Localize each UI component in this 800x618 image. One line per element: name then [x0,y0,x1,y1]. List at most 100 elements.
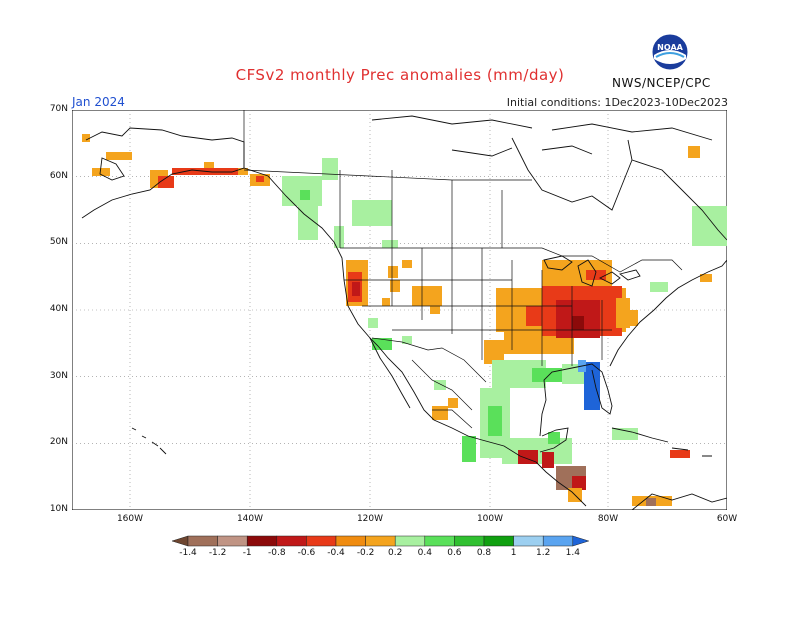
us-canada-border [340,247,683,273]
political-boundaries [243,110,683,429]
colorbar-tick-label: 1 [510,548,517,558]
alaska-coast [81,127,245,219]
lat-label-70n: 70N [49,104,68,114]
anomaly-patch [238,168,248,175]
anomaly-patch [158,176,174,188]
lon-label-120w: 120W [356,514,384,524]
anomaly-patch [448,398,458,408]
anomaly-patch [334,226,344,248]
anomaly-patch [572,316,584,330]
anomaly-patch [382,298,390,306]
colorbar-swatch [217,535,248,547]
anomaly-patch [92,168,110,176]
colorbar-swatch [483,535,514,547]
northwest-wet-patches [282,158,398,248]
anomaly-patch [548,432,560,444]
anomaly-patch [616,298,630,328]
northeast-canada-wet-patches [688,146,727,282]
anomaly-patch [526,306,546,326]
anomaly-patch [402,260,412,268]
lat-label-10n: 10N [49,504,68,514]
forecast-month: Jan 2024 [72,95,125,109]
lat-label-30n: 30N [49,371,68,381]
lon-label-60w: 60W [716,514,738,524]
colorbar-tick-label: 1.2 [536,548,551,558]
colorbar-swatch [513,535,544,547]
anomaly-patch [488,406,502,436]
anomaly-patch [572,476,586,490]
colorbar-tick-label: 0.6 [447,548,462,558]
anomaly-patch [352,200,392,226]
hudson-bay [511,137,633,211]
anomaly-patch [542,452,554,468]
south-america-coast [631,493,727,510]
anomaly-patch [670,450,690,458]
lon-label-160w: 160W [116,514,144,524]
anomaly-patch [352,282,360,296]
anomaly-patch [584,362,600,410]
lon-label-100w: 100W [476,514,504,524]
anomaly-patch [430,300,440,314]
anomaly-patch [532,368,562,382]
colorbar [171,535,590,547]
arctic-islands [371,115,713,157]
colorbar-tick-label: -0.4 [327,548,345,558]
anomaly-patch [628,310,638,326]
anomaly-patch [484,340,504,364]
anomaly-patch [368,318,378,328]
colorbar-tick-label: 0.8 [476,548,492,558]
logo-text: NOAA [657,43,683,52]
anomaly-patch [700,274,712,282]
us-mexico-border [371,337,487,383]
anomaly-patch [298,206,318,240]
colorbar-arrow-low [171,535,189,547]
agency-label: NWS/NCEP/CPC [612,76,711,90]
colorbar-tick-label: -0.6 [297,548,316,558]
labrador-coast [631,159,727,241]
anomaly-patch [402,336,412,344]
baja-peninsula [369,337,411,409]
anomaly-patch [388,266,398,278]
caribbean-islands [611,427,712,457]
lon-label-80w: 80W [597,514,619,524]
lat-label-20n: 20N [49,437,68,447]
anomaly-patch [612,428,638,440]
colorbar-swatch [187,535,218,547]
colorbar-tick-label: 1.4 [565,548,580,558]
anomaly-patch [106,152,132,160]
colorbar-tick-label: -1.2 [208,548,227,558]
anomaly-patch [650,282,668,292]
western-us-anomaly-patches [346,260,442,350]
anomaly-patch [432,406,448,420]
central-eastern-us-dry-patches [484,260,668,364]
precip-anomaly-map [72,110,727,510]
colorbar-swatch [454,535,485,547]
colorbar-swatch [394,535,426,547]
anomaly-patch [372,338,392,350]
us-states [344,248,612,366]
anomaly-patch [692,206,727,246]
colorbar-swatch [542,535,574,547]
anomaly-patch [462,436,476,462]
gulf-coast-wet-patches [432,360,600,462]
anomaly-patch [646,498,656,506]
anomaly-patch [688,146,700,158]
anomaly-patch [82,134,90,142]
colorbar-tick-label: -0.8 [268,548,286,558]
lon-label-140w: 140W [236,514,264,524]
initial-conditions: Initial conditions: 1Dec2023-10Dec2023 [506,96,728,109]
atlantic-coast [609,259,727,367]
colorbar-swatch [365,535,396,547]
colorbar-swatch [424,535,455,547]
pacific-coast [243,167,587,507]
lat-label-60n: 60N [49,171,68,181]
yucatan-coast [539,427,569,453]
anomaly-patch [586,270,606,280]
colorbar-tick-label: 0.4 [417,548,432,558]
coastlines [81,115,727,510]
lat-label-40n: 40N [49,304,68,314]
gulf-coast [539,363,613,437]
mexico-states [411,359,473,429]
map-title: CFSv2 monthly Prec anomalies (mm/day) [235,66,565,84]
colorbar-swatch [306,535,337,547]
